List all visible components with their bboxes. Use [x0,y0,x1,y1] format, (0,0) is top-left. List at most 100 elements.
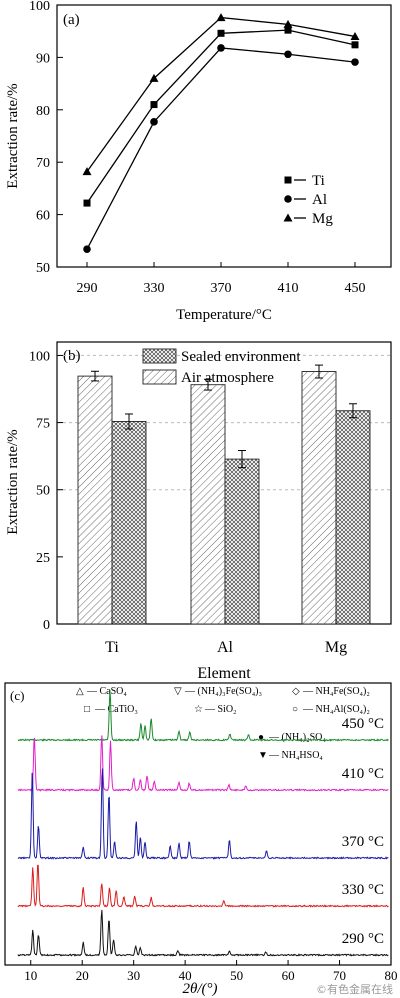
legend-symbol: ◇ [292,686,300,697]
x-tick-label: Ti [105,639,119,656]
legend-label: — NH₄Al(SO₄)₂ [302,704,370,715]
panel-c-frame [4,682,392,966]
x-tick-label: 20 [76,968,89,983]
legend-label: Sealed environment [181,349,301,365]
y-tick-label: 60 [36,209,50,224]
trace-label: 330 °C [342,882,384,898]
panel-b-x-axis-title: Element [197,665,251,682]
y-tick-label: 90 [36,51,50,66]
legend-marker-al [284,195,292,203]
data-point-mg [350,31,360,40]
xrd-trace [17,909,389,957]
x-tick-label: 80 [385,968,398,983]
trace-label: 450 °C [342,716,384,732]
legend-label: Air atmosphere [181,370,274,386]
data-point-al [284,50,292,59]
legend-label: Al [312,192,327,208]
trace-label: 290 °C [342,931,384,947]
legend-label: Ti [312,173,325,189]
x-tick-label: 450 [345,281,366,296]
legend-label: — NH₄Fe(SO₄)₂ [302,686,370,697]
data-point-ti [217,29,225,37]
bar-al-sealed [224,458,260,625]
data-point-mg [82,167,92,176]
series-line-mg [86,16,356,173]
x-tick-label: Al [217,639,234,656]
y-tick-label: 0 [43,618,50,633]
y-tick-label: 80 [36,104,50,119]
legend-symbol: ● [258,732,264,743]
legend-label: — NH₄HSO₄ [268,750,323,761]
x-tick-label: 60 [282,968,295,983]
data-point-al [217,44,225,52]
bar-mg-sealed [335,410,371,625]
y-tick-label: 100 [29,0,50,14]
y-tick-label: 75 [36,417,50,432]
legend-label: — (NH₄)₂SO₄ [268,732,326,743]
x-tick-label: 70 [333,968,346,983]
legend-swatch [142,369,177,385]
x-tick-label: 330 [144,281,165,296]
legend-symbol: ▼ [258,750,268,761]
panel-a-y-axis-title: Extraction rate/% [5,83,21,188]
x-tick-label: 410 [278,281,299,296]
x-tick-label: 30 [127,968,140,983]
x-tick-label: Mg [325,639,347,656]
data-point-al [83,245,91,253]
trace-label: 370 °C [342,834,384,850]
panel-c-x-axis-title: 2θ/(°) [182,981,217,997]
watermark: ©有色金属在线 [316,982,393,996]
legend-symbol: ☆ [194,704,203,715]
y-tick-label: 50 [36,261,50,276]
y-tick-label: 100 [29,349,50,364]
legend-label: Mg [312,211,333,227]
panel-c: (c) △ — CaSO₄ ▽ — (NH₄)₃Fe(SO₄)₃ ◇ — NH₄Fe(SO… [4,682,398,997]
y-tick-label: 70 [36,156,50,171]
legend-swatch [142,348,177,364]
bar-ti-air [77,375,113,625]
y-tick-label: 50 [36,484,50,499]
panel-a-x-axis-title: Temperature/°C [176,307,272,323]
data-point-mg [283,19,293,28]
legend-label: — CaSO₄ [86,686,127,697]
data-point-ti [351,41,359,49]
data-point-mg [149,73,159,82]
panel-a-label: (a) [63,12,80,28]
bar-mg-air [301,371,337,625]
x-tick-label: 50 [230,968,243,983]
legend-label: — (NH₄)₃Fe(SO₄)₃ [184,686,262,697]
legend-marker-ti [284,176,292,184]
data-point-al [150,118,158,126]
legend-symbol: ○ [292,704,298,715]
panel-a: (a) 50 60 70 80 90 100 290 330 370 410 450 Ti Al Mg… [5,0,392,323]
xrd-trace [17,768,389,860]
data-point-ti [83,199,91,207]
legend-symbol: ▽ [174,686,182,697]
xrd-trace [17,735,389,792]
data-point-al [351,58,359,66]
legend-label: — CaTiO₃ [94,704,138,715]
x-tick-label: 370 [211,281,232,296]
xrd-trace [17,864,389,908]
x-tick-label: 40 [179,968,192,983]
bar-ti-sealed [111,421,147,625]
legend-symbol: △ [76,686,84,697]
y-tick-label: 25 [36,551,50,566]
data-point-ti [284,26,292,34]
legend-marker-mg [283,213,293,222]
x-tick-label: 290 [77,281,98,296]
data-point-mg [216,13,226,22]
panel-b-y-axis-title: Extraction rate/% [5,429,21,534]
trace-label: 410 °C [342,766,384,782]
panel-b-label: (b) [63,348,81,364]
legend-label: — SiO₂ [204,704,237,715]
xrd-trace [17,689,389,742]
panel-c-label: (c) [10,688,24,703]
panel-b: (b) 0 25 50 75 100 Ti Al Mg Sealed environment… [5,341,392,682]
bar-al-air [190,384,226,625]
data-point-ti [150,101,158,109]
legend-symbol: □ [84,704,90,715]
panel-a-frame [56,4,392,268]
x-tick-label: 10 [24,968,37,983]
